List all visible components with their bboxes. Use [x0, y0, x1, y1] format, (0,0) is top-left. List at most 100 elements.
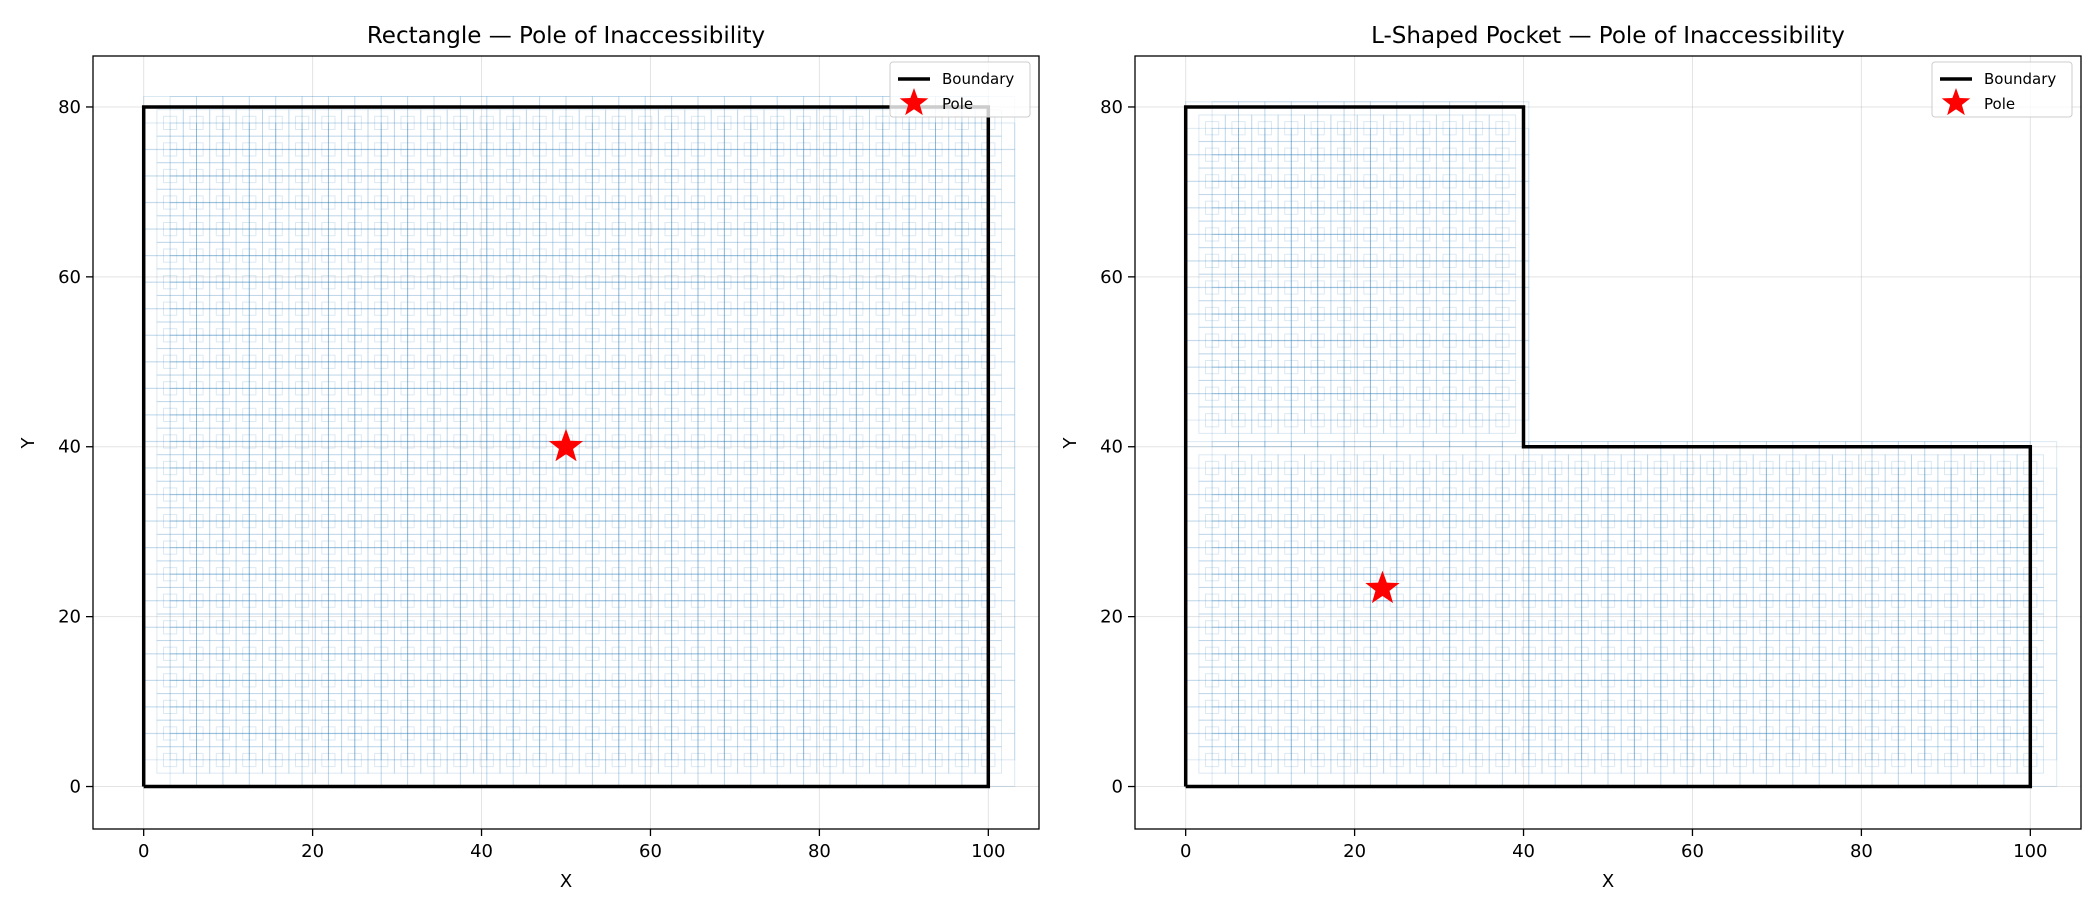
cell	[235, 268, 264, 296]
cell	[1726, 719, 1754, 748]
cell	[875, 195, 890, 210]
cell	[196, 414, 250, 469]
cell	[420, 613, 448, 641]
cell	[539, 414, 593, 469]
cell	[374, 646, 389, 661]
cell	[1416, 620, 1431, 635]
cell	[262, 693, 290, 721]
cell	[1706, 673, 1721, 688]
cell	[1317, 573, 1371, 628]
cell	[776, 334, 831, 389]
cell	[822, 567, 838, 582]
cell	[849, 540, 864, 555]
cell	[400, 301, 415, 316]
cell	[1337, 673, 1352, 688]
cell	[743, 567, 758, 582]
cell	[1290, 706, 1345, 761]
cell	[1884, 454, 1912, 482]
cell	[842, 109, 870, 137]
cell	[605, 215, 633, 243]
cell	[209, 693, 237, 721]
cell	[1231, 487, 1246, 502]
cell	[644, 334, 699, 389]
cell	[341, 135, 369, 164]
cell	[578, 746, 607, 774]
cell	[163, 354, 178, 369]
cell	[1713, 653, 1767, 708]
cell	[954, 752, 969, 768]
cell	[288, 533, 316, 562]
cell	[453, 620, 468, 635]
cell	[1468, 673, 1484, 688]
cell	[374, 354, 389, 369]
cell	[1911, 666, 1939, 694]
cell	[565, 388, 620, 442]
cell	[849, 752, 864, 768]
cell	[506, 407, 521, 422]
cell	[1779, 613, 1807, 641]
cell	[473, 295, 501, 323]
cell	[690, 540, 706, 555]
cell	[1779, 666, 1807, 694]
cell	[1607, 653, 1662, 708]
cell	[499, 454, 527, 482]
cell	[486, 494, 541, 549]
cell	[1752, 533, 1781, 562]
cell	[1594, 560, 1622, 588]
cell	[209, 348, 237, 376]
cell	[921, 427, 950, 456]
cell	[182, 162, 211, 190]
cell	[1620, 746, 1649, 774]
cell	[552, 480, 580, 509]
cell	[525, 374, 554, 403]
cell	[1713, 626, 1767, 681]
cell	[268, 407, 283, 422]
cell	[1277, 640, 1306, 668]
cell	[1620, 454, 1649, 482]
cell	[908, 202, 963, 256]
cell	[816, 666, 844, 694]
cell	[446, 507, 475, 535]
cell	[486, 96, 541, 150]
cell	[1567, 746, 1596, 774]
cell	[631, 162, 659, 190]
cell	[1528, 600, 1583, 655]
cell	[750, 680, 805, 734]
cell	[1627, 726, 1642, 741]
cell	[235, 640, 264, 668]
cell	[1317, 600, 1371, 655]
cell	[182, 693, 211, 721]
cell	[776, 547, 831, 602]
cell	[1416, 726, 1431, 741]
cell	[776, 706, 831, 761]
cell	[763, 693, 791, 721]
cell	[638, 434, 653, 449]
cell	[743, 381, 758, 396]
cell	[506, 726, 521, 741]
cell	[684, 374, 712, 403]
cell	[631, 560, 659, 588]
cell	[1383, 454, 1411, 482]
cell	[1409, 693, 1437, 721]
cell	[295, 222, 310, 237]
cell	[1205, 487, 1220, 502]
cell	[611, 593, 626, 608]
cell	[459, 122, 514, 177]
cell	[552, 587, 580, 615]
cell	[393, 295, 422, 323]
cell	[578, 480, 607, 509]
cell	[1732, 487, 1748, 502]
cell	[710, 241, 739, 270]
cell	[242, 673, 257, 688]
cell	[156, 295, 184, 323]
cell	[1647, 746, 1675, 774]
cell	[196, 202, 250, 256]
cell	[222, 467, 277, 522]
cell	[638, 726, 653, 741]
cell	[763, 587, 791, 615]
cell	[921, 666, 950, 694]
cell	[644, 122, 699, 177]
cell	[1845, 520, 1899, 575]
cell	[288, 719, 316, 748]
cell	[301, 547, 356, 602]
